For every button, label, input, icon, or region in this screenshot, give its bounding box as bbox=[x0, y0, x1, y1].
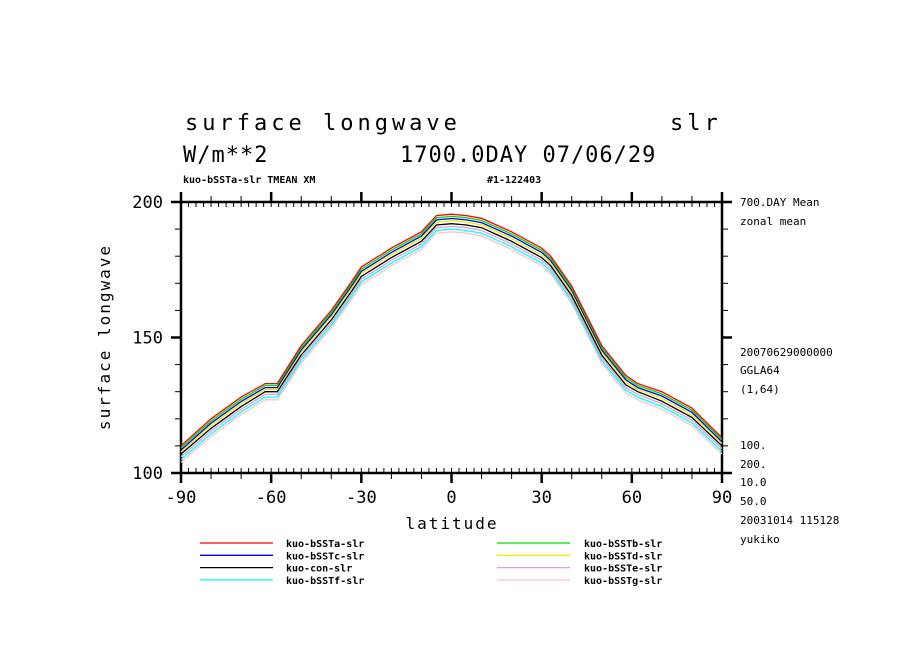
series-line-kuo-bSSTc-slr bbox=[180, 217, 723, 451]
y-tick-label: 100 bbox=[132, 464, 163, 484]
y-tick-label: 150 bbox=[132, 329, 163, 349]
x-tick-label: -30 bbox=[346, 488, 377, 508]
x-axis-label: latitude bbox=[405, 514, 498, 533]
x-tick-label: -60 bbox=[256, 488, 287, 508]
y-tick-label: 200 bbox=[132, 193, 163, 213]
series-line-kuo-bSSTd-slr bbox=[180, 220, 723, 453]
x-tick-label: 30 bbox=[531, 488, 551, 508]
legend-label: kuo-bSSTe-slr bbox=[584, 564, 662, 575]
side-info-text: (1,64) bbox=[740, 383, 780, 396]
legend-label: kuo-bSSTf-slr bbox=[286, 576, 364, 587]
legend-label: kuo-con-slr bbox=[286, 564, 352, 575]
legend-label: kuo-bSSTb-slr bbox=[584, 539, 662, 550]
variable-name: slr bbox=[670, 111, 722, 136]
side-info-text: GGLA64 bbox=[740, 364, 780, 377]
units-label: W/m**2 bbox=[183, 143, 268, 168]
legend-label: kuo-bSSTg-slr bbox=[584, 576, 662, 587]
subtitle-right: #1-122403 bbox=[487, 175, 541, 186]
series-line-kuo-bSSTe-slr bbox=[180, 225, 723, 458]
side-info-text: yukiko bbox=[740, 533, 780, 546]
chart-title: surface longwave bbox=[185, 111, 461, 136]
y-axis-label: surface longwave bbox=[95, 244, 114, 430]
side-info-text: 20070629000000 bbox=[740, 346, 833, 359]
legend-label: kuo-bSSTa-slr bbox=[286, 539, 364, 550]
legend-label: kuo-bSSTc-slr bbox=[286, 551, 364, 562]
x-tick-label: 60 bbox=[622, 488, 642, 508]
series-line-kuo-bSSTb-slr bbox=[180, 215, 723, 449]
side-info-text: 10.0 bbox=[740, 476, 767, 489]
side-info-text: 700.DAY Mean bbox=[740, 196, 819, 209]
series-line-kuo-con-slr bbox=[180, 223, 723, 455]
side-info-text: 50.0 bbox=[740, 495, 767, 508]
side-info-text: 20031014 115128 bbox=[740, 514, 839, 527]
x-tick-label: 0 bbox=[446, 488, 456, 508]
time-label: 1700.0DAY 07/06/29 bbox=[400, 143, 656, 168]
series-line-kuo-bSSTa-slr bbox=[180, 213, 723, 447]
side-info-text: zonal mean bbox=[740, 215, 806, 228]
side-info-text: 200. bbox=[740, 458, 767, 471]
x-tick-label: -90 bbox=[166, 488, 197, 508]
x-tick-label: 90 bbox=[712, 488, 732, 508]
plot-frame bbox=[179, 200, 724, 475]
side-info-text: 100. bbox=[740, 439, 767, 452]
subtitle-left: kuo-bSSTa-slr TMEAN XM bbox=[183, 175, 315, 186]
series-line-kuo-bSSTg-slr bbox=[180, 231, 723, 463]
legend-label: kuo-bSSTd-slr bbox=[584, 551, 662, 562]
series-line-kuo-bSSTf-slr bbox=[180, 228, 723, 460]
